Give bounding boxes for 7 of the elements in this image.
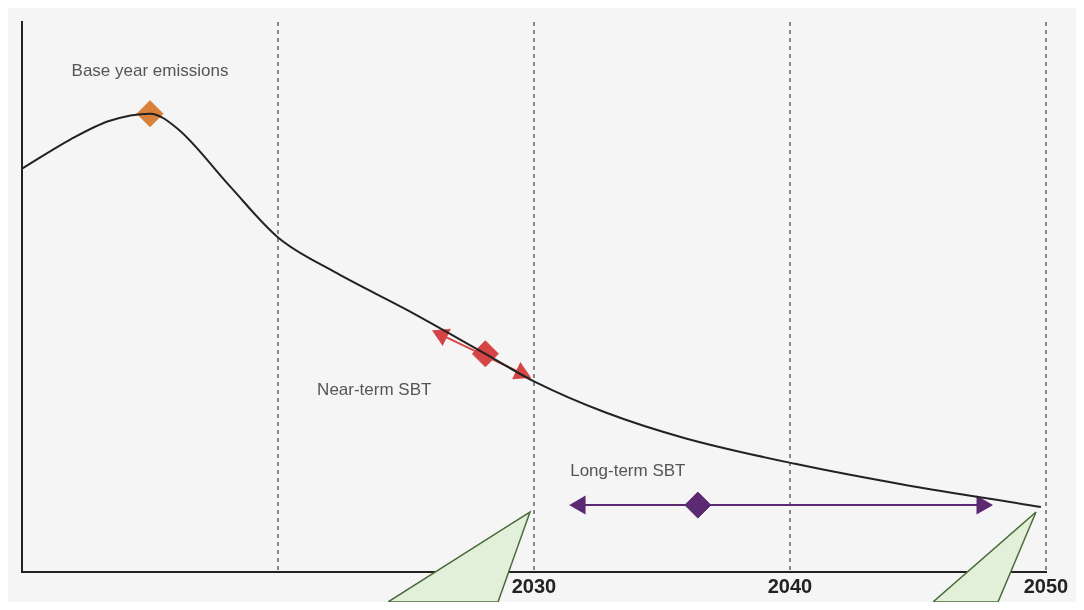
annotation: Base year emissions: [71, 61, 229, 81]
annotation: Near-term SBT: [317, 380, 432, 400]
point: [684, 491, 712, 519]
x-tick-label: 2050: [1023, 574, 1069, 597]
annotation: Long-term SBT: [570, 460, 686, 480]
x-tick-label: 2040: [767, 574, 813, 597]
x-tick-label: 2030: [511, 574, 557, 597]
